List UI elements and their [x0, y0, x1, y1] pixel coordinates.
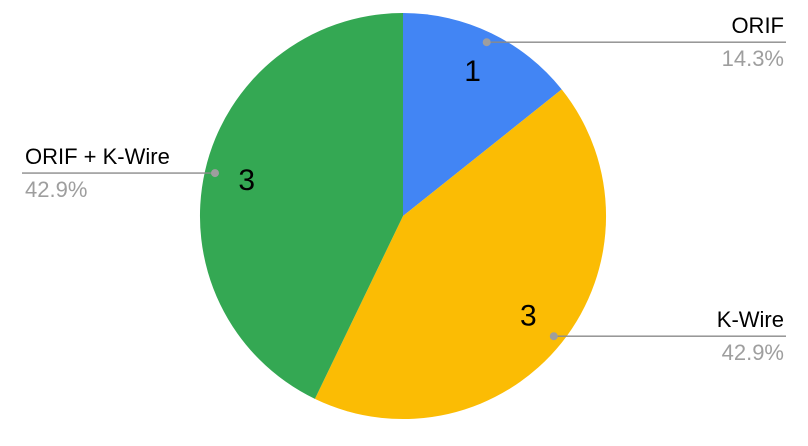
callout-pct-orif: 14.3%: [721, 46, 784, 71]
pie-slice-orif-k-wire[interactable]: [199, 12, 403, 399]
slice-value-orif-k-wire: 3: [238, 164, 255, 197]
callout-orif-k-wire: ORIF + K-Wire 42.9%: [25, 144, 170, 203]
callout-dot-orif: [482, 38, 491, 47]
pie-slice-orif[interactable]: [403, 13, 562, 216]
callout-k-wire: K-Wire 42.9%: [717, 307, 784, 366]
slice-value-orif: 1: [464, 55, 481, 88]
callout-pct-orif-k-wire: 42.9%: [25, 177, 88, 202]
callout-dot-k-wire: [549, 332, 558, 341]
callout-label-orif-k-wire: ORIF + K-Wire: [25, 144, 170, 169]
callout-pct-k-wire: 42.9%: [721, 340, 784, 365]
callout-label-k-wire: K-Wire: [716, 307, 784, 332]
pie-slice-k-wire[interactable]: [314, 89, 607, 420]
callout-label-orif: ORIF: [731, 13, 784, 38]
callout-orif: ORIF 14.3%: [722, 13, 784, 72]
slice-value-k-wire: 3: [520, 300, 537, 333]
callout-dot-orif-k-wire: [211, 169, 219, 178]
